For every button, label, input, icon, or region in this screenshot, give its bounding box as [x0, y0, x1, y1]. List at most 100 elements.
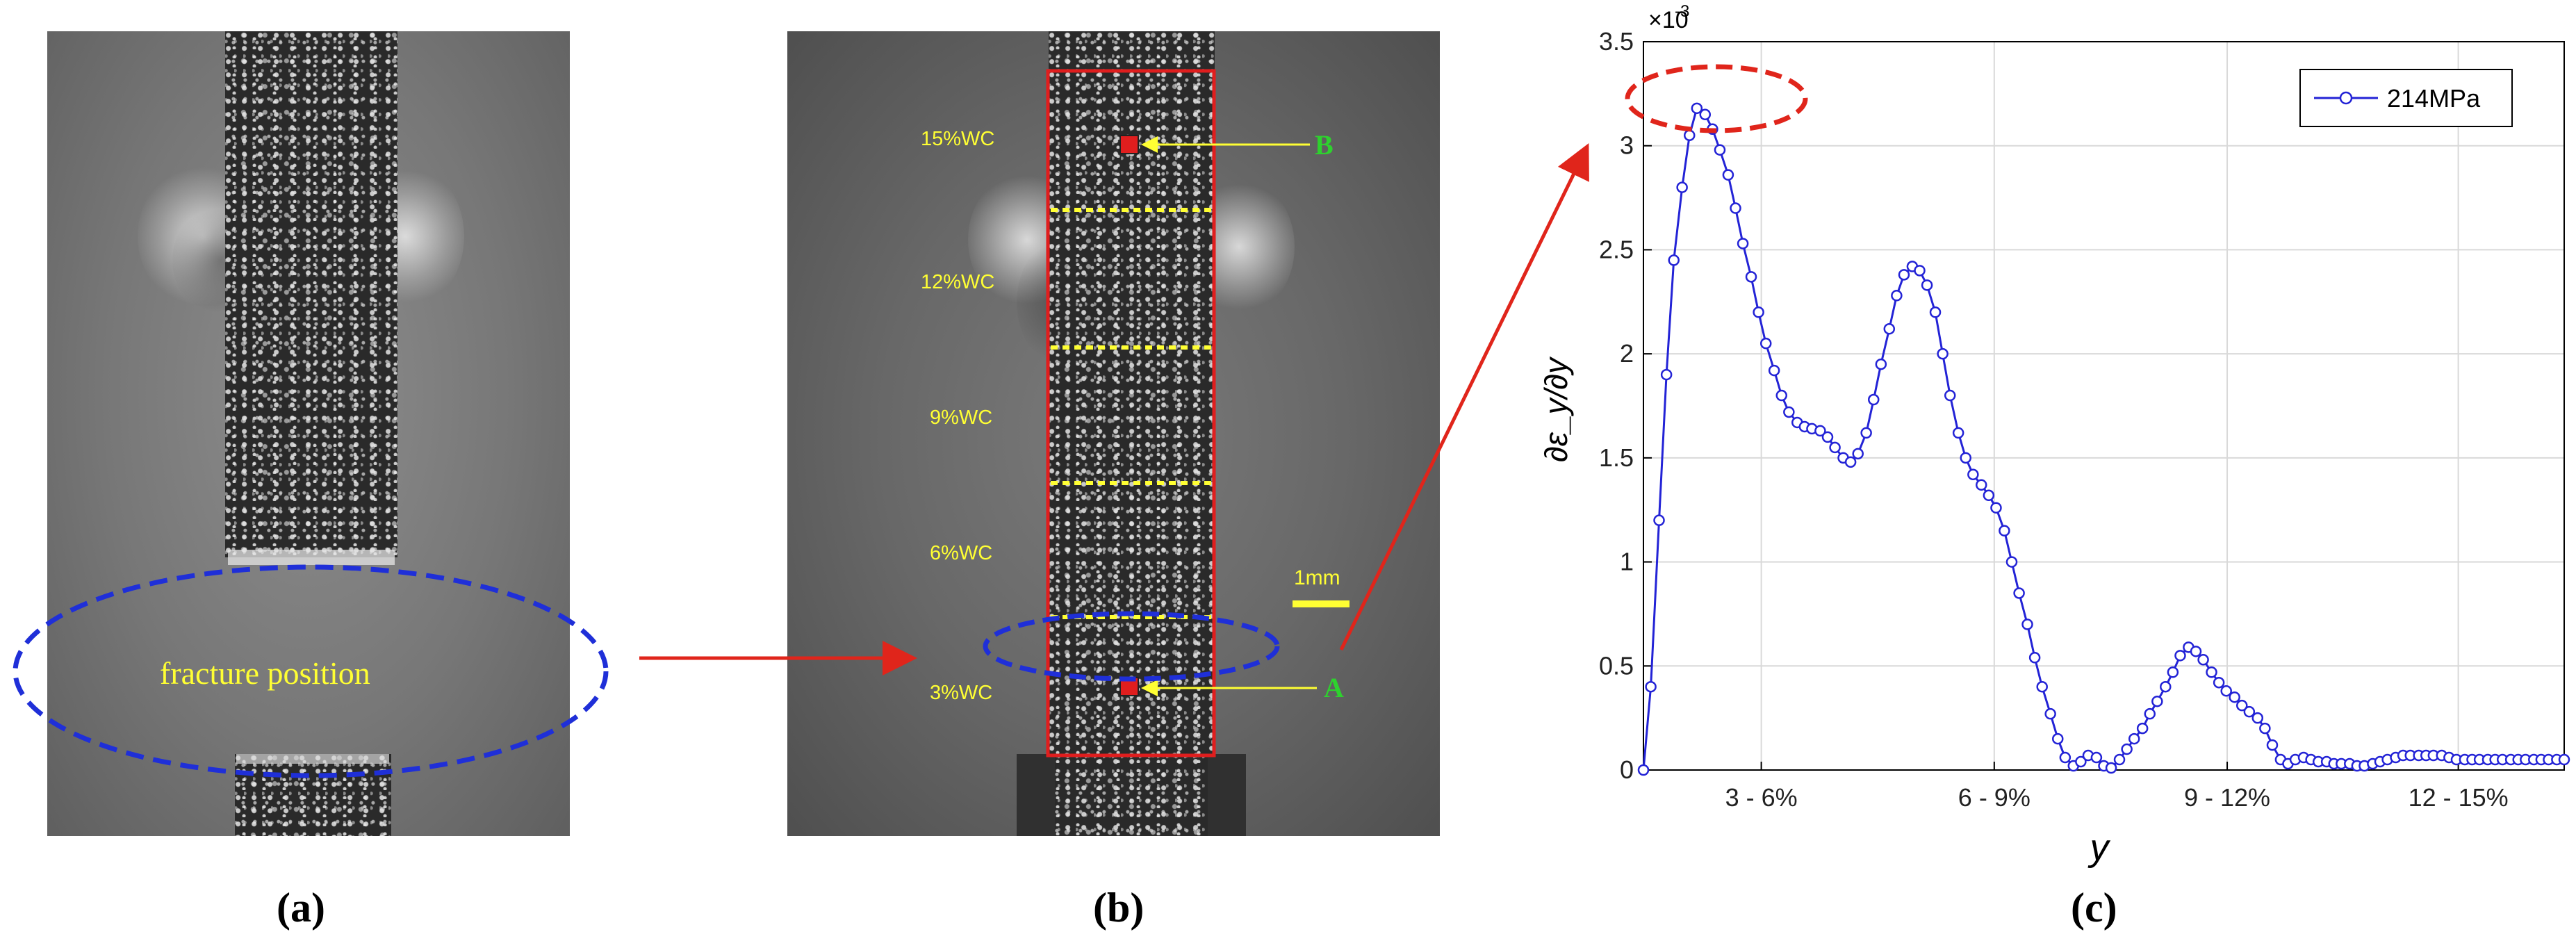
fracture-ellipse-b — [983, 611, 1280, 682]
data-point — [1860, 427, 1872, 439]
data-point — [1868, 393, 1880, 406]
caption-b: (b) — [1093, 885, 1145, 931]
data-point — [2220, 685, 2232, 697]
data-point — [2558, 753, 2570, 766]
zone-label-6: 6%WC — [930, 542, 993, 564]
caption-c: (c) — [2071, 885, 2117, 931]
specimen-lower-half — [235, 754, 391, 836]
specimen-gauge — [1049, 31, 1215, 836]
data-point — [1699, 108, 1712, 121]
data-point — [2036, 680, 2048, 693]
legend: 214MPa — [2299, 69, 2513, 127]
scale-bar-label: 1mm — [1294, 566, 1340, 589]
data-point — [1783, 406, 1795, 418]
data-point — [1844, 456, 1857, 468]
grid — [1643, 42, 2564, 770]
y-tick-label: 2.5 — [1599, 235, 1634, 263]
roi-rectangle — [1046, 69, 1216, 757]
data-point — [1753, 306, 1764, 318]
data-point — [1891, 290, 1903, 302]
data-point — [1691, 102, 1703, 115]
legend-label: 214MPa — [2387, 84, 2481, 113]
x-axis-label: y — [2087, 827, 2111, 869]
x-axis: 3 - 6% 6 - 9% 9 - 12% 12 - 15% — [1725, 762, 2509, 812]
data-point — [1898, 269, 1910, 281]
data-point — [1875, 358, 1887, 370]
panel-a-photo — [47, 31, 570, 836]
specimen-shoulder-left — [1017, 754, 1055, 836]
data-point — [1999, 525, 2010, 537]
fracture-edge-lower — [236, 754, 389, 764]
x-tick-label: 12 - 15% — [2409, 783, 2509, 812]
y-axis: 0 0.5 1 1.5 2 2.5 3 3.5 — [1599, 27, 1652, 784]
data-point — [2136, 722, 2149, 735]
y-tick-label: 3 — [1620, 131, 1634, 160]
data-point — [2213, 676, 2225, 689]
y-tick-label: 0.5 — [1599, 651, 1634, 680]
y-multiplier: ×10 — [1648, 7, 1689, 33]
data-point — [2144, 707, 2156, 720]
data-point — [1952, 427, 1964, 439]
data-point — [1759, 337, 1772, 350]
scale-bar — [1293, 600, 1349, 607]
y-tick-label: 1.5 — [1599, 443, 1634, 472]
zone-label-12: 12%WC — [921, 271, 995, 293]
data-point — [1967, 468, 1979, 481]
y-tick-label: 1 — [1620, 548, 1634, 576]
data-point — [2105, 762, 2117, 774]
y-tick-label: 3.5 — [1599, 27, 1634, 56]
specimen-shoulder-right — [1208, 754, 1246, 836]
data-point — [2151, 695, 2163, 707]
panel-b-photo — [787, 31, 1440, 836]
x-tick-label: 3 - 6% — [1725, 783, 1798, 812]
data-point — [1814, 425, 1826, 437]
fracture-ellipse — [13, 564, 609, 778]
data-point — [1722, 169, 1734, 181]
data-point — [2013, 587, 2025, 599]
data-point — [2121, 743, 2133, 755]
caption-a: (a) — [277, 885, 325, 931]
data-point — [2005, 556, 2018, 568]
data-point — [2160, 680, 2172, 693]
data-point — [1821, 431, 1834, 443]
data-point — [1645, 680, 1657, 693]
data-point — [1775, 389, 1787, 402]
data-point — [1921, 279, 1933, 291]
zone-label-3: 3%WC — [930, 682, 993, 704]
zone-label-9: 9%WC — [930, 407, 993, 429]
specimen-upper-half — [225, 31, 397, 557]
zone-label-15: 15%WC — [921, 128, 995, 150]
data-point — [2044, 707, 2056, 720]
data-point — [2174, 650, 2186, 662]
data-point — [1990, 502, 2002, 514]
data-point — [1660, 368, 1673, 381]
point-b-marker — [1119, 135, 1139, 154]
data-point — [2206, 666, 2217, 678]
data-point — [1668, 254, 1680, 266]
data-point — [2028, 652, 2041, 664]
data-point — [2190, 646, 2202, 657]
data-point — [1914, 265, 1926, 277]
data-point — [2259, 722, 2271, 735]
data-point — [1653, 514, 1665, 526]
data-point — [1684, 129, 1696, 141]
data-point — [2251, 712, 2264, 724]
data-point — [1937, 347, 1949, 360]
fracture-edge-upper — [228, 550, 395, 565]
series-points-214mpa — [1637, 102, 2570, 776]
data-point — [2167, 666, 2179, 678]
x-tick-label: 6 - 9% — [1958, 783, 2031, 812]
peak-highlight-ellipse — [1625, 64, 1808, 133]
data-point — [1730, 202, 1741, 214]
data-point — [2229, 691, 2240, 703]
arrow-b-to-c — [1339, 143, 1589, 651]
plot-frame — [1643, 41, 2565, 771]
data-point — [1714, 144, 1726, 156]
x-tick-label: 9 - 12% — [2184, 783, 2270, 812]
data-point — [2075, 755, 2087, 768]
data-point — [1676, 181, 1688, 193]
data-point — [1883, 322, 1896, 335]
y-tick-label: 0 — [1620, 755, 1634, 784]
data-point — [1983, 489, 1995, 502]
data-point — [2021, 619, 2033, 630]
